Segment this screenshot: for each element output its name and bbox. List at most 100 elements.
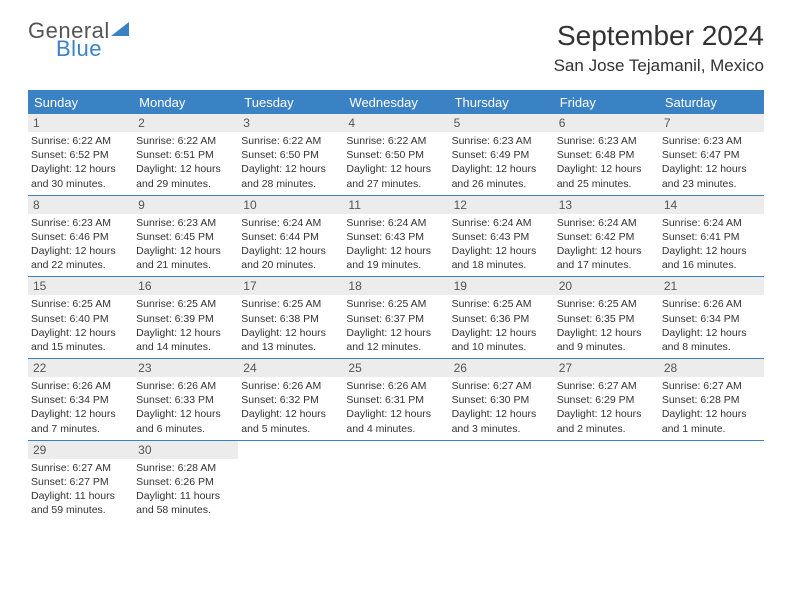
daylight-line: Daylight: 12 hours and 25 minutes. bbox=[557, 162, 656, 190]
daylight-line: Daylight: 12 hours and 29 minutes. bbox=[136, 162, 235, 190]
sunset-line: Sunset: 6:28 PM bbox=[662, 393, 761, 407]
day-body: Sunrise: 6:23 AMSunset: 6:45 PMDaylight:… bbox=[133, 214, 238, 277]
sunset-line: Sunset: 6:47 PM bbox=[662, 148, 761, 162]
day-body: Sunrise: 6:26 AMSunset: 6:32 PMDaylight:… bbox=[238, 377, 343, 440]
sunset-line: Sunset: 6:34 PM bbox=[31, 393, 130, 407]
sunrise-line: Sunrise: 6:26 AM bbox=[241, 379, 340, 393]
month-title: September 2024 bbox=[554, 20, 764, 52]
day-cell: 23Sunrise: 6:26 AMSunset: 6:33 PMDayligh… bbox=[133, 359, 238, 440]
sunset-line: Sunset: 6:29 PM bbox=[557, 393, 656, 407]
day-number: 14 bbox=[659, 196, 764, 214]
week-row: 8Sunrise: 6:23 AMSunset: 6:46 PMDaylight… bbox=[28, 196, 764, 278]
daylight-line: Daylight: 12 hours and 20 minutes. bbox=[241, 244, 340, 272]
week-row: 1Sunrise: 6:22 AMSunset: 6:52 PMDaylight… bbox=[28, 114, 764, 196]
day-cell: 6Sunrise: 6:23 AMSunset: 6:48 PMDaylight… bbox=[554, 114, 659, 195]
day-cell: 30Sunrise: 6:28 AMSunset: 6:26 PMDayligh… bbox=[133, 441, 238, 522]
sunset-line: Sunset: 6:35 PM bbox=[557, 312, 656, 326]
day-cell: 21Sunrise: 6:26 AMSunset: 6:34 PMDayligh… bbox=[659, 277, 764, 358]
header-saturday: Saturday bbox=[659, 91, 764, 114]
day-cell: 20Sunrise: 6:25 AMSunset: 6:35 PMDayligh… bbox=[554, 277, 659, 358]
day-body: Sunrise: 6:22 AMSunset: 6:50 PMDaylight:… bbox=[238, 132, 343, 195]
sunrise-line: Sunrise: 6:25 AM bbox=[241, 297, 340, 311]
sunrise-line: Sunrise: 6:23 AM bbox=[452, 134, 551, 148]
sunset-line: Sunset: 6:43 PM bbox=[346, 230, 445, 244]
sunrise-line: Sunrise: 6:27 AM bbox=[452, 379, 551, 393]
day-headers: Sunday Monday Tuesday Wednesday Thursday… bbox=[28, 91, 764, 114]
daylight-line: Daylight: 12 hours and 1 minute. bbox=[662, 407, 761, 435]
day-body: Sunrise: 6:23 AMSunset: 6:46 PMDaylight:… bbox=[28, 214, 133, 277]
day-number: 13 bbox=[554, 196, 659, 214]
day-number: 25 bbox=[343, 359, 448, 377]
day-number: 2 bbox=[133, 114, 238, 132]
day-cell: 1Sunrise: 6:22 AMSunset: 6:52 PMDaylight… bbox=[28, 114, 133, 195]
sunset-line: Sunset: 6:32 PM bbox=[241, 393, 340, 407]
day-cell: 28Sunrise: 6:27 AMSunset: 6:28 PMDayligh… bbox=[659, 359, 764, 440]
day-cell bbox=[449, 441, 554, 522]
day-body: Sunrise: 6:25 AMSunset: 6:35 PMDaylight:… bbox=[554, 295, 659, 358]
day-number: 23 bbox=[133, 359, 238, 377]
day-cell: 10Sunrise: 6:24 AMSunset: 6:44 PMDayligh… bbox=[238, 196, 343, 277]
day-number: 9 bbox=[133, 196, 238, 214]
sunset-line: Sunset: 6:31 PM bbox=[346, 393, 445, 407]
daylight-line: Daylight: 12 hours and 8 minutes. bbox=[662, 326, 761, 354]
day-cell bbox=[343, 441, 448, 522]
daylight-line: Daylight: 12 hours and 22 minutes. bbox=[31, 244, 130, 272]
daylight-line: Daylight: 12 hours and 16 minutes. bbox=[662, 244, 761, 272]
day-number: 30 bbox=[133, 441, 238, 459]
daylight-line: Daylight: 12 hours and 15 minutes. bbox=[31, 326, 130, 354]
sunset-line: Sunset: 6:26 PM bbox=[136, 475, 235, 489]
day-number: 15 bbox=[28, 277, 133, 295]
sunrise-line: Sunrise: 6:26 AM bbox=[31, 379, 130, 393]
header-thursday: Thursday bbox=[449, 91, 554, 114]
sunrise-line: Sunrise: 6:25 AM bbox=[31, 297, 130, 311]
location: San Jose Tejamanil, Mexico bbox=[554, 56, 764, 76]
day-number: 16 bbox=[133, 277, 238, 295]
day-body: Sunrise: 6:22 AMSunset: 6:52 PMDaylight:… bbox=[28, 132, 133, 195]
daylight-line: Daylight: 12 hours and 18 minutes. bbox=[452, 244, 551, 272]
sunrise-line: Sunrise: 6:24 AM bbox=[662, 216, 761, 230]
day-cell: 15Sunrise: 6:25 AMSunset: 6:40 PMDayligh… bbox=[28, 277, 133, 358]
day-cell: 2Sunrise: 6:22 AMSunset: 6:51 PMDaylight… bbox=[133, 114, 238, 195]
day-cell bbox=[659, 441, 764, 522]
daylight-line: Daylight: 12 hours and 13 minutes. bbox=[241, 326, 340, 354]
sunset-line: Sunset: 6:34 PM bbox=[662, 312, 761, 326]
day-body: Sunrise: 6:27 AMSunset: 6:29 PMDaylight:… bbox=[554, 377, 659, 440]
sunset-line: Sunset: 6:27 PM bbox=[31, 475, 130, 489]
day-body: Sunrise: 6:24 AMSunset: 6:41 PMDaylight:… bbox=[659, 214, 764, 277]
day-body: Sunrise: 6:23 AMSunset: 6:49 PMDaylight:… bbox=[449, 132, 554, 195]
sunrise-line: Sunrise: 6:26 AM bbox=[136, 379, 235, 393]
day-cell: 18Sunrise: 6:25 AMSunset: 6:37 PMDayligh… bbox=[343, 277, 448, 358]
sunrise-line: Sunrise: 6:23 AM bbox=[136, 216, 235, 230]
day-body: Sunrise: 6:27 AMSunset: 6:27 PMDaylight:… bbox=[28, 459, 133, 522]
day-body: Sunrise: 6:26 AMSunset: 6:34 PMDaylight:… bbox=[28, 377, 133, 440]
day-body: Sunrise: 6:24 AMSunset: 6:44 PMDaylight:… bbox=[238, 214, 343, 277]
day-number: 6 bbox=[554, 114, 659, 132]
week-row: 22Sunrise: 6:26 AMSunset: 6:34 PMDayligh… bbox=[28, 359, 764, 441]
day-number: 17 bbox=[238, 277, 343, 295]
day-number: 18 bbox=[343, 277, 448, 295]
day-body: Sunrise: 6:22 AMSunset: 6:51 PMDaylight:… bbox=[133, 132, 238, 195]
day-cell: 14Sunrise: 6:24 AMSunset: 6:41 PMDayligh… bbox=[659, 196, 764, 277]
day-body: Sunrise: 6:27 AMSunset: 6:30 PMDaylight:… bbox=[449, 377, 554, 440]
day-number: 11 bbox=[343, 196, 448, 214]
day-number: 24 bbox=[238, 359, 343, 377]
day-number: 26 bbox=[449, 359, 554, 377]
sunset-line: Sunset: 6:38 PM bbox=[241, 312, 340, 326]
day-number: 7 bbox=[659, 114, 764, 132]
day-cell: 8Sunrise: 6:23 AMSunset: 6:46 PMDaylight… bbox=[28, 196, 133, 277]
day-cell: 22Sunrise: 6:26 AMSunset: 6:34 PMDayligh… bbox=[28, 359, 133, 440]
day-body: Sunrise: 6:25 AMSunset: 6:40 PMDaylight:… bbox=[28, 295, 133, 358]
sunrise-line: Sunrise: 6:26 AM bbox=[662, 297, 761, 311]
sunset-line: Sunset: 6:37 PM bbox=[346, 312, 445, 326]
daylight-line: Daylight: 12 hours and 9 minutes. bbox=[557, 326, 656, 354]
day-number: 20 bbox=[554, 277, 659, 295]
day-body: Sunrise: 6:23 AMSunset: 6:47 PMDaylight:… bbox=[659, 132, 764, 195]
daylight-line: Daylight: 12 hours and 17 minutes. bbox=[557, 244, 656, 272]
day-body: Sunrise: 6:24 AMSunset: 6:43 PMDaylight:… bbox=[449, 214, 554, 277]
sunset-line: Sunset: 6:30 PM bbox=[452, 393, 551, 407]
logo: General Blue bbox=[28, 20, 129, 60]
day-cell: 11Sunrise: 6:24 AMSunset: 6:43 PMDayligh… bbox=[343, 196, 448, 277]
weeks-container: 1Sunrise: 6:22 AMSunset: 6:52 PMDaylight… bbox=[28, 114, 764, 521]
sunrise-line: Sunrise: 6:22 AM bbox=[136, 134, 235, 148]
day-body: Sunrise: 6:25 AMSunset: 6:39 PMDaylight:… bbox=[133, 295, 238, 358]
